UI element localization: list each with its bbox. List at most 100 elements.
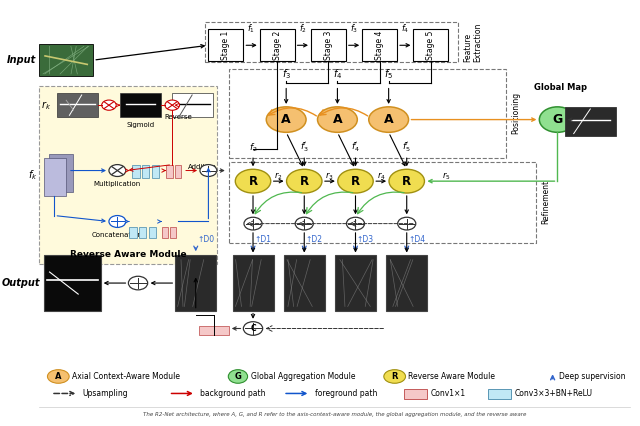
- Text: ↑D4: ↑D4: [408, 236, 425, 245]
- Bar: [142, 164, 149, 178]
- Text: Deep supervision: Deep supervision: [559, 372, 626, 381]
- Bar: [170, 227, 176, 239]
- Ellipse shape: [369, 107, 408, 132]
- Text: A: A: [333, 113, 342, 126]
- Bar: [152, 164, 159, 178]
- Text: R: R: [300, 175, 309, 188]
- FancyBboxPatch shape: [413, 29, 449, 61]
- Circle shape: [244, 217, 262, 230]
- Circle shape: [228, 370, 248, 383]
- Text: $f_2$: $f_2$: [249, 142, 257, 154]
- Bar: [39, 44, 93, 76]
- Text: Conv3×3+BN+ReLU: Conv3×3+BN+ReLU: [515, 389, 593, 398]
- Bar: [162, 227, 168, 239]
- Text: $f_5$: $f_5$: [384, 68, 393, 81]
- Circle shape: [200, 164, 217, 176]
- FancyBboxPatch shape: [311, 29, 346, 61]
- Text: Stage 1: Stage 1: [221, 31, 230, 60]
- Text: Multiplication: Multiplication: [94, 181, 141, 187]
- Text: Stage 2: Stage 2: [273, 31, 282, 60]
- Circle shape: [540, 107, 575, 132]
- Bar: [132, 164, 140, 178]
- Text: Input: Input: [7, 55, 36, 65]
- Bar: [44, 256, 101, 311]
- Text: background path: background path: [200, 389, 266, 398]
- Bar: [232, 256, 273, 311]
- Circle shape: [295, 217, 314, 230]
- Text: Stage 4: Stage 4: [375, 31, 384, 60]
- Ellipse shape: [47, 370, 69, 383]
- Text: $r_2$: $r_2$: [275, 170, 283, 182]
- Bar: [175, 164, 181, 178]
- Bar: [166, 164, 173, 178]
- Text: The R2-Net architecture, where A, G, and R refer to the axis-context-aware modul: The R2-Net architecture, where A, G, and…: [143, 412, 526, 417]
- Text: C: C: [250, 324, 256, 333]
- Text: Global Aggregation Module: Global Aggregation Module: [252, 372, 356, 381]
- Bar: [488, 389, 511, 399]
- FancyBboxPatch shape: [209, 29, 243, 61]
- Text: R: R: [392, 372, 398, 381]
- Text: Stage 3: Stage 3: [324, 31, 333, 60]
- Text: $r_5$: $r_5$: [442, 170, 451, 182]
- Text: $f_k$: $f_k$: [28, 168, 38, 181]
- Circle shape: [165, 100, 179, 110]
- Ellipse shape: [236, 169, 271, 193]
- Circle shape: [346, 217, 365, 230]
- Ellipse shape: [338, 169, 373, 193]
- Text: $r_k$: $r_k$: [41, 99, 51, 112]
- FancyBboxPatch shape: [362, 29, 397, 61]
- Text: ↑D1: ↑D1: [254, 236, 271, 245]
- Bar: [49, 153, 73, 192]
- Circle shape: [109, 216, 126, 227]
- Text: $f_3$: $f_3$: [350, 22, 358, 35]
- Text: Reverse Aware Module: Reverse Aware Module: [70, 250, 186, 259]
- Text: R: R: [351, 175, 360, 188]
- Bar: [335, 256, 376, 311]
- Circle shape: [129, 276, 148, 290]
- Text: ↑D0: ↑D0: [197, 236, 214, 245]
- Text: Positioning: Positioning: [511, 92, 520, 134]
- Text: A: A: [384, 113, 394, 126]
- Ellipse shape: [384, 370, 406, 383]
- FancyBboxPatch shape: [39, 86, 217, 264]
- Text: Feature
Extraction: Feature Extraction: [463, 23, 482, 62]
- Text: $f_4$: $f_4$: [401, 22, 410, 35]
- Text: Upsampling: Upsampling: [83, 389, 128, 398]
- Circle shape: [397, 217, 416, 230]
- Text: Refinement: Refinement: [541, 180, 550, 225]
- Text: Output: Output: [2, 278, 40, 288]
- Bar: [386, 256, 428, 311]
- Text: $f_3'$: $f_3'$: [300, 141, 308, 154]
- Text: foreground path: foreground path: [314, 389, 377, 398]
- Circle shape: [109, 164, 126, 176]
- Text: Reverse: Reverse: [164, 114, 192, 120]
- Text: Axial Context-Aware Module: Axial Context-Aware Module: [72, 372, 180, 381]
- Text: R: R: [248, 175, 257, 188]
- Text: G: G: [552, 113, 563, 126]
- FancyBboxPatch shape: [260, 29, 294, 61]
- Text: A: A: [55, 372, 61, 381]
- Text: $f_1$: $f_1$: [248, 22, 255, 35]
- Bar: [175, 256, 216, 311]
- Ellipse shape: [266, 107, 306, 132]
- Text: $r_3$: $r_3$: [326, 170, 334, 182]
- Ellipse shape: [389, 169, 424, 193]
- Text: ↑D2: ↑D2: [305, 236, 323, 245]
- Text: Sigmoid: Sigmoid: [127, 122, 155, 128]
- Text: G: G: [234, 372, 241, 381]
- Text: $f_3$: $f_3$: [282, 68, 291, 81]
- Ellipse shape: [317, 107, 357, 132]
- Bar: [129, 227, 137, 239]
- Text: A: A: [282, 113, 291, 126]
- Text: $f_4'$: $f_4'$: [351, 141, 360, 154]
- Bar: [172, 93, 212, 118]
- Bar: [148, 227, 156, 239]
- Circle shape: [243, 322, 262, 335]
- Text: $r_4$: $r_4$: [377, 170, 385, 182]
- Text: Conv1×1: Conv1×1: [430, 389, 465, 398]
- Text: ↑D3: ↑D3: [356, 236, 374, 245]
- Text: Addition: Addition: [188, 164, 217, 170]
- Text: Stage 5: Stage 5: [426, 31, 435, 60]
- Bar: [57, 93, 98, 118]
- Ellipse shape: [287, 169, 322, 193]
